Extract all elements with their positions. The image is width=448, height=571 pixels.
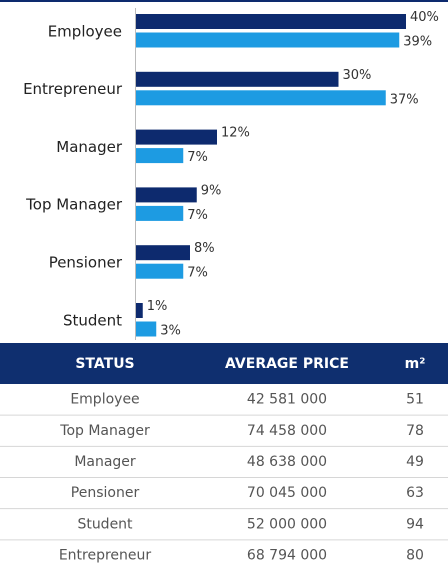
bar (136, 14, 406, 29)
category-label: Entrepreneur (23, 80, 123, 98)
table-cell: 78 (406, 423, 424, 439)
value-label: 7% (187, 150, 208, 165)
bar (136, 205, 184, 221)
table-cell: 74 458 000 (247, 423, 327, 439)
top-edge (0, 0, 448, 2)
bar (136, 321, 157, 337)
bar (136, 303, 143, 318)
category-label: Pensioner (49, 253, 123, 271)
table-cell: 51 (406, 392, 424, 408)
table-cell: 42 581 000 (247, 392, 327, 408)
table-cell: 70 045 000 (247, 485, 327, 501)
table-cell: Student (77, 516, 133, 532)
table-cell: 48 638 000 (247, 454, 327, 470)
value-label: 7% (187, 208, 208, 223)
value-label: 37% (390, 92, 419, 107)
table-header-cell: AVERAGE PRICE (225, 356, 349, 372)
table-cell: Manager (74, 454, 136, 470)
table-cell: Entrepreneur (59, 547, 152, 563)
table-cell: 94 (406, 516, 424, 532)
value-label: 39% (403, 35, 432, 50)
table-cell: Top Manager (59, 423, 150, 439)
value-label: 40% (410, 10, 439, 25)
category-label: Employee (48, 22, 122, 40)
table-header (0, 343, 448, 384)
category-label: Student (63, 311, 122, 329)
value-label: 1% (147, 299, 168, 314)
table-cell: 68 794 000 (247, 547, 327, 563)
bar (136, 90, 386, 106)
value-label: 12% (221, 126, 250, 141)
table-header-cell: STATUS (75, 356, 134, 372)
category-label: Top Manager (25, 196, 123, 214)
value-label: 30% (343, 68, 372, 83)
bar (136, 32, 400, 48)
bar (136, 129, 217, 145)
table-cell: Pensioner (71, 485, 140, 501)
value-label: 7% (187, 266, 208, 281)
table-cell: 49 (406, 454, 424, 470)
table-cell: 80 (406, 547, 424, 563)
value-label: 3% (160, 324, 181, 339)
value-label: 9% (201, 183, 222, 198)
table-cell: Employee (70, 392, 139, 408)
table-cell: 52 000 000 (247, 516, 327, 532)
bar (136, 263, 184, 279)
table-cell: 63 (406, 485, 424, 501)
table-header-cell: m² (405, 356, 426, 372)
bar (136, 245, 190, 261)
bar (136, 71, 339, 87)
category-label: Manager (56, 138, 123, 156)
bar (136, 148, 184, 164)
value-label: 8% (194, 241, 215, 256)
bar (136, 187, 197, 203)
